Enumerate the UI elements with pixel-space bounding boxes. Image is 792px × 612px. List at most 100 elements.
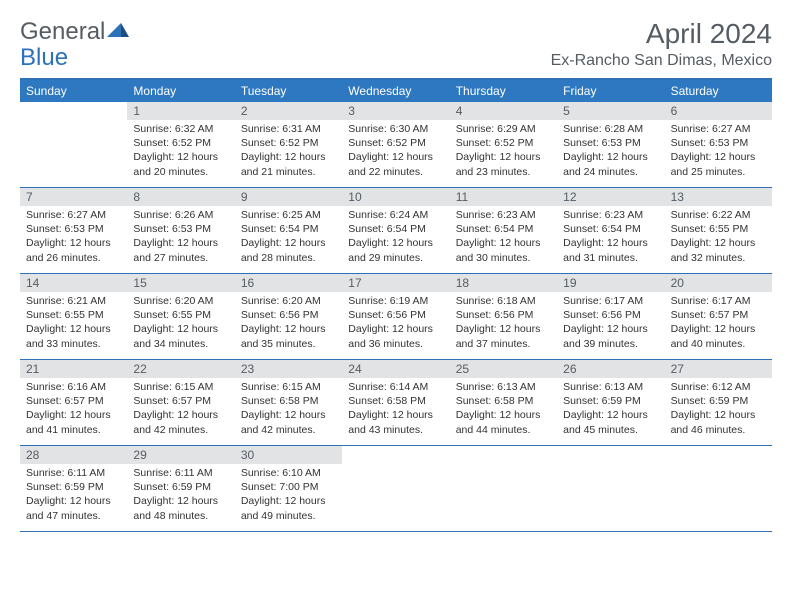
day-number: 20 xyxy=(665,274,772,292)
day-details: Sunrise: 6:24 AMSunset: 6:54 PMDaylight:… xyxy=(342,206,449,269)
day-details: Sunrise: 6:12 AMSunset: 6:59 PMDaylight:… xyxy=(665,378,772,441)
weeks-container: 1Sunrise: 6:32 AMSunset: 6:52 PMDaylight… xyxy=(20,102,772,532)
day-details: Sunrise: 6:27 AMSunset: 6:53 PMDaylight:… xyxy=(665,120,772,183)
calendar-week-row: 7Sunrise: 6:27 AMSunset: 6:53 PMDaylight… xyxy=(20,188,772,274)
calendar-day-cell: 26Sunrise: 6:13 AMSunset: 6:59 PMDayligh… xyxy=(557,360,664,445)
day-number: 17 xyxy=(342,274,449,292)
calendar-day-cell: 22Sunrise: 6:15 AMSunset: 6:57 PMDayligh… xyxy=(127,360,234,445)
calendar-day-cell: 7Sunrise: 6:27 AMSunset: 6:53 PMDaylight… xyxy=(20,188,127,273)
day-number: 13 xyxy=(665,188,772,206)
day-number: 16 xyxy=(235,274,342,292)
day-details: Sunrise: 6:26 AMSunset: 6:53 PMDaylight:… xyxy=(127,206,234,269)
calendar-day-cell: 27Sunrise: 6:12 AMSunset: 6:59 PMDayligh… xyxy=(665,360,772,445)
day-number: 26 xyxy=(557,360,664,378)
day-details: Sunrise: 6:31 AMSunset: 6:52 PMDaylight:… xyxy=(235,120,342,183)
day-details: Sunrise: 6:13 AMSunset: 6:59 PMDaylight:… xyxy=(557,378,664,441)
day-number: 21 xyxy=(20,360,127,378)
calendar-day-cell: 15Sunrise: 6:20 AMSunset: 6:55 PMDayligh… xyxy=(127,274,234,359)
day-details: Sunrise: 6:21 AMSunset: 6:55 PMDaylight:… xyxy=(20,292,127,355)
day-number: 9 xyxy=(235,188,342,206)
location-subtitle: Ex-Rancho San Dimas, Mexico xyxy=(551,52,772,70)
day-number xyxy=(20,102,127,120)
calendar-day-cell: 4Sunrise: 6:29 AMSunset: 6:52 PMDaylight… xyxy=(450,102,557,187)
day-details: Sunrise: 6:29 AMSunset: 6:52 PMDaylight:… xyxy=(450,120,557,183)
day-number xyxy=(665,446,772,464)
calendar-day-cell: 29Sunrise: 6:11 AMSunset: 6:59 PMDayligh… xyxy=(127,446,234,531)
calendar-week-row: 21Sunrise: 6:16 AMSunset: 6:57 PMDayligh… xyxy=(20,360,772,446)
day-details: Sunrise: 6:19 AMSunset: 6:56 PMDaylight:… xyxy=(342,292,449,355)
calendar-day-cell: 11Sunrise: 6:23 AMSunset: 6:54 PMDayligh… xyxy=(450,188,557,273)
day-details: Sunrise: 6:23 AMSunset: 6:54 PMDaylight:… xyxy=(557,206,664,269)
calendar-day-cell: 2Sunrise: 6:31 AMSunset: 6:52 PMDaylight… xyxy=(235,102,342,187)
day-number: 24 xyxy=(342,360,449,378)
calendar-day-cell: 13Sunrise: 6:22 AMSunset: 6:55 PMDayligh… xyxy=(665,188,772,273)
weekday-header: Tuesday xyxy=(235,80,342,102)
page-title: April 2024 xyxy=(551,18,772,50)
weekday-header: Friday xyxy=(557,80,664,102)
calendar-day-cell: 12Sunrise: 6:23 AMSunset: 6:54 PMDayligh… xyxy=(557,188,664,273)
calendar-day-cell: 28Sunrise: 6:11 AMSunset: 6:59 PMDayligh… xyxy=(20,446,127,531)
day-details: Sunrise: 6:13 AMSunset: 6:58 PMDaylight:… xyxy=(450,378,557,441)
day-details: Sunrise: 6:11 AMSunset: 6:59 PMDaylight:… xyxy=(127,464,234,527)
day-details: Sunrise: 6:15 AMSunset: 6:58 PMDaylight:… xyxy=(235,378,342,441)
day-details: Sunrise: 6:32 AMSunset: 6:52 PMDaylight:… xyxy=(127,120,234,183)
day-number: 19 xyxy=(557,274,664,292)
day-number: 28 xyxy=(20,446,127,464)
calendar-day-cell xyxy=(557,446,664,531)
weekday-header: Saturday xyxy=(665,80,772,102)
day-details: Sunrise: 6:17 AMSunset: 6:56 PMDaylight:… xyxy=(557,292,664,355)
day-number: 25 xyxy=(450,360,557,378)
weekday-header: Monday xyxy=(127,80,234,102)
day-number: 2 xyxy=(235,102,342,120)
calendar-week-row: 14Sunrise: 6:21 AMSunset: 6:55 PMDayligh… xyxy=(20,274,772,360)
day-number: 5 xyxy=(557,102,664,120)
day-details: Sunrise: 6:16 AMSunset: 6:57 PMDaylight:… xyxy=(20,378,127,441)
weekday-header: Wednesday xyxy=(342,80,449,102)
day-number xyxy=(342,446,449,464)
day-number: 7 xyxy=(20,188,127,206)
calendar-day-cell: 1Sunrise: 6:32 AMSunset: 6:52 PMDaylight… xyxy=(127,102,234,187)
calendar: SundayMondayTuesdayWednesdayThursdayFrid… xyxy=(20,78,772,532)
calendar-day-cell: 30Sunrise: 6:10 AMSunset: 7:00 PMDayligh… xyxy=(235,446,342,531)
day-details: Sunrise: 6:27 AMSunset: 6:53 PMDaylight:… xyxy=(20,206,127,269)
day-number: 30 xyxy=(235,446,342,464)
calendar-day-cell: 18Sunrise: 6:18 AMSunset: 6:56 PMDayligh… xyxy=(450,274,557,359)
day-details: Sunrise: 6:23 AMSunset: 6:54 PMDaylight:… xyxy=(450,206,557,269)
calendar-day-cell: 16Sunrise: 6:20 AMSunset: 6:56 PMDayligh… xyxy=(235,274,342,359)
calendar-day-cell: 5Sunrise: 6:28 AMSunset: 6:53 PMDaylight… xyxy=(557,102,664,187)
calendar-day-cell: 3Sunrise: 6:30 AMSunset: 6:52 PMDaylight… xyxy=(342,102,449,187)
brand-logo: General xyxy=(20,18,129,46)
day-number: 15 xyxy=(127,274,234,292)
day-number: 3 xyxy=(342,102,449,120)
day-number: 27 xyxy=(665,360,772,378)
day-details: Sunrise: 6:17 AMSunset: 6:57 PMDaylight:… xyxy=(665,292,772,355)
day-details: Sunrise: 6:30 AMSunset: 6:52 PMDaylight:… xyxy=(342,120,449,183)
day-details: Sunrise: 6:20 AMSunset: 6:55 PMDaylight:… xyxy=(127,292,234,355)
day-number: 6 xyxy=(665,102,772,120)
calendar-day-cell: 24Sunrise: 6:14 AMSunset: 6:58 PMDayligh… xyxy=(342,360,449,445)
day-number xyxy=(450,446,557,464)
calendar-day-cell: 19Sunrise: 6:17 AMSunset: 6:56 PMDayligh… xyxy=(557,274,664,359)
brand-text-1: General xyxy=(20,18,105,46)
day-details: Sunrise: 6:14 AMSunset: 6:58 PMDaylight:… xyxy=(342,378,449,441)
calendar-day-cell: 17Sunrise: 6:19 AMSunset: 6:56 PMDayligh… xyxy=(342,274,449,359)
calendar-day-cell xyxy=(450,446,557,531)
day-details: Sunrise: 6:25 AMSunset: 6:54 PMDaylight:… xyxy=(235,206,342,269)
calendar-day-cell: 6Sunrise: 6:27 AMSunset: 6:53 PMDaylight… xyxy=(665,102,772,187)
calendar-day-cell xyxy=(342,446,449,531)
page-header: General April 2024 Ex-Rancho San Dimas, … xyxy=(20,18,772,70)
calendar-week-row: 28Sunrise: 6:11 AMSunset: 6:59 PMDayligh… xyxy=(20,446,772,532)
calendar-day-cell xyxy=(665,446,772,531)
calendar-week-row: 1Sunrise: 6:32 AMSunset: 6:52 PMDaylight… xyxy=(20,102,772,188)
brand-text-2: Blue xyxy=(20,44,68,72)
day-number: 29 xyxy=(127,446,234,464)
weekday-header-row: SundayMondayTuesdayWednesdayThursdayFrid… xyxy=(20,80,772,102)
brand-logo-icon xyxy=(105,18,129,46)
day-number: 22 xyxy=(127,360,234,378)
weekday-header: Thursday xyxy=(450,80,557,102)
title-block: April 2024 Ex-Rancho San Dimas, Mexico xyxy=(551,18,772,70)
calendar-day-cell: 8Sunrise: 6:26 AMSunset: 6:53 PMDaylight… xyxy=(127,188,234,273)
weekday-header: Sunday xyxy=(20,80,127,102)
day-number: 14 xyxy=(20,274,127,292)
day-details: Sunrise: 6:10 AMSunset: 7:00 PMDaylight:… xyxy=(235,464,342,527)
